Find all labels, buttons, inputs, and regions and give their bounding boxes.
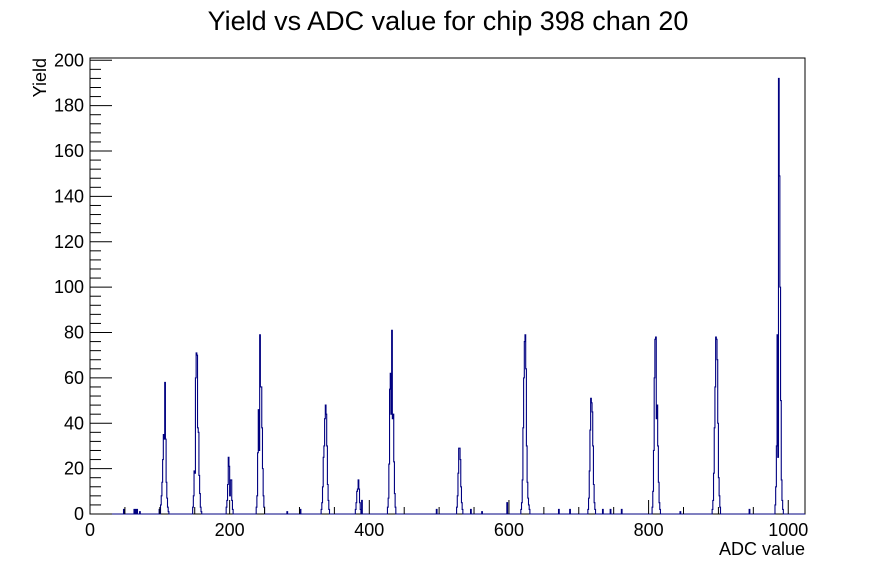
- y-axis-label: Yield: [30, 58, 50, 97]
- x-tick-label: 400: [354, 520, 384, 540]
- x-tick-label: 1000: [768, 520, 808, 540]
- x-tick-label: 0: [85, 520, 95, 540]
- y-axis: 0 20 40 60 80 100 120 140 160 180 200: [54, 50, 112, 524]
- y-tick-label: 40: [64, 413, 84, 433]
- histogram-series: [90, 77, 805, 515]
- histogram-line: [90, 77, 805, 515]
- x-axis: 0 200 400 600 800 1000: [85, 500, 808, 540]
- chart-title: Yield vs ADC value for chip 398 chan 20: [208, 6, 689, 36]
- y-tick-label: 180: [54, 96, 84, 116]
- plot-frame: [89, 57, 806, 515]
- y-tick-label: 140: [54, 186, 84, 206]
- plot-frame-rect: [89, 57, 806, 515]
- y-tick-label: 0: [74, 504, 84, 524]
- x-axis-label: ADC value: [719, 539, 805, 559]
- y-tick-label: 20: [64, 459, 84, 479]
- y-tick-label: 60: [64, 368, 84, 388]
- y-tick-label: 100: [54, 277, 84, 297]
- y-tick-label: 200: [54, 50, 84, 70]
- x-tick-label: 800: [634, 520, 664, 540]
- x-tick-label: 600: [494, 520, 524, 540]
- y-tick-label: 120: [54, 232, 84, 252]
- x-tick-label: 200: [215, 520, 245, 540]
- y-tick-label: 160: [54, 141, 84, 161]
- y-tick-label: 80: [64, 323, 84, 343]
